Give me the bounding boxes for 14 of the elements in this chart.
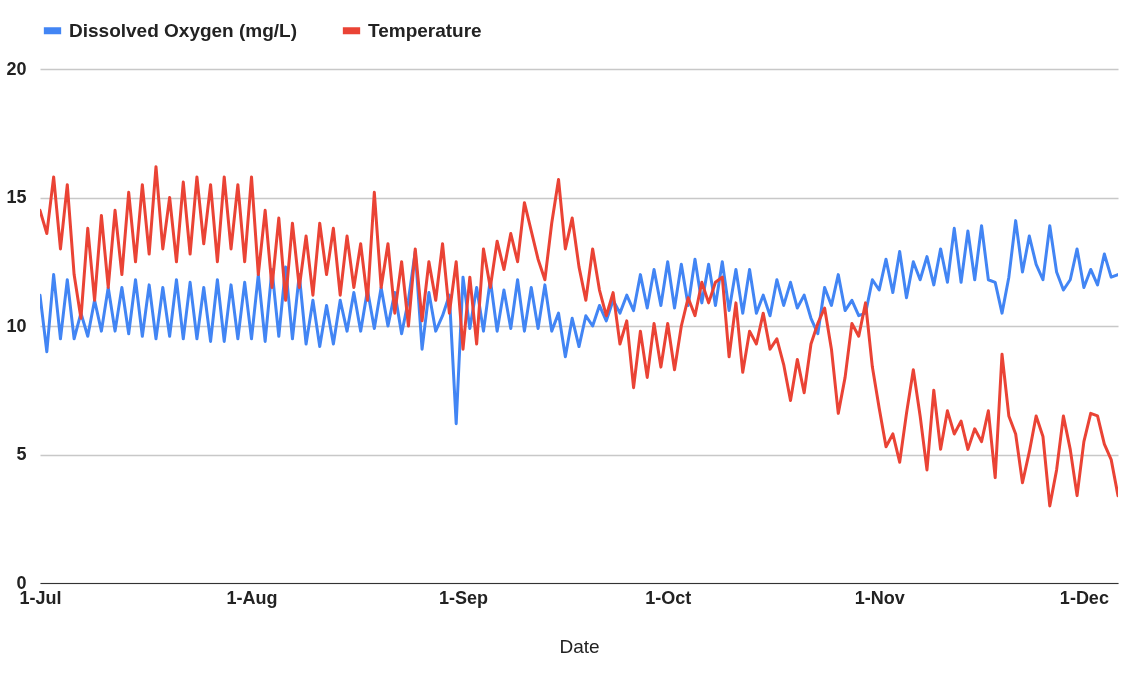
y-tick-label: 15: [6, 187, 27, 207]
y-tick-label: 10: [6, 315, 27, 336]
x-tick-label: 1-Oct: [645, 587, 692, 608]
y-tick-label: 5: [16, 444, 27, 464]
x-tick-label: 1-Dec: [1059, 587, 1109, 608]
legend-label: Temperature: [368, 19, 482, 41]
legend-label: Dissolved Oxygen (mg/L): [69, 19, 298, 41]
line-series: [40, 165, 1118, 508]
y-tick-label: 20: [6, 58, 27, 79]
x-axis-title: Date: [559, 635, 600, 657]
x-tick-label: 1-Aug: [226, 587, 278, 608]
x-tick-label: 1-Sep: [439, 587, 489, 608]
line-series: [40, 219, 1118, 426]
x-tick-label: 1-Nov: [854, 587, 905, 608]
